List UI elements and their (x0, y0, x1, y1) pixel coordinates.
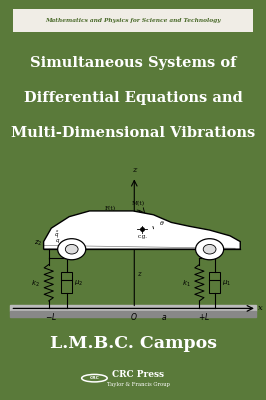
Text: $a$: $a$ (161, 313, 167, 322)
Text: L.M.B.C. Campos: L.M.B.C. Campos (49, 335, 217, 352)
Bar (10, 311, 256, 317)
Text: $q_{\theta}$: $q_{\theta}$ (152, 217, 160, 225)
Text: $z_1$: $z_1$ (221, 239, 229, 248)
Text: $k_2$: $k_2$ (31, 278, 40, 289)
Text: $k_1$: $k_1$ (182, 278, 190, 289)
Text: c.g.: c.g. (138, 234, 148, 240)
Circle shape (58, 239, 86, 260)
Circle shape (65, 244, 78, 254)
Bar (10, 305, 256, 312)
Circle shape (203, 244, 216, 254)
Text: $\mu_2$: $\mu_2$ (74, 279, 84, 288)
Text: Differential Equations and: Differential Equations and (24, 91, 242, 105)
Text: $z_2$: $z_2$ (34, 239, 42, 248)
Text: $-L$: $-L$ (45, 311, 57, 322)
Text: x: x (258, 304, 263, 312)
Bar (209, 272, 220, 293)
Text: $\dot{q}$: $\dot{q}$ (55, 236, 60, 246)
Text: CRC Press: CRC Press (112, 370, 164, 379)
Text: $\mu_1$: $\mu_1$ (222, 279, 231, 288)
Polygon shape (44, 211, 240, 249)
Text: M(t): M(t) (132, 201, 145, 206)
Text: Mathematics and Physics for Science and Technology: Mathematics and Physics for Science and … (45, 18, 221, 23)
Text: Simultaneous Systems of: Simultaneous Systems of (30, 56, 236, 70)
Text: Multi-Dimensional Vibrations: Multi-Dimensional Vibrations (11, 126, 255, 140)
Text: $O$: $O$ (130, 311, 138, 322)
Text: $\theta$: $\theta$ (159, 219, 164, 227)
Text: F(t): F(t) (105, 206, 116, 211)
Text: CRC: CRC (89, 376, 99, 380)
Text: $q_z$: $q_z$ (123, 214, 131, 222)
Text: z: z (132, 166, 136, 174)
Text: $\overset{x}{q}$: $\overset{x}{q}$ (54, 229, 59, 240)
Bar (61, 272, 72, 293)
Text: $+L$: $+L$ (198, 311, 211, 322)
Circle shape (196, 239, 224, 260)
Text: Taylor & Francis Group: Taylor & Francis Group (107, 382, 170, 387)
Text: z: z (138, 270, 141, 278)
